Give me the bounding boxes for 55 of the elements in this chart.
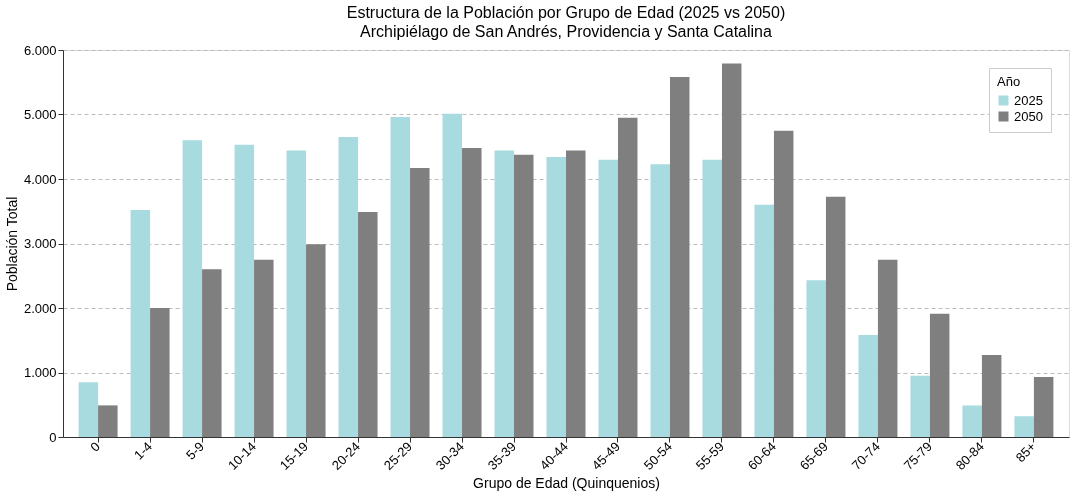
bar [410,168,430,437]
bar [130,209,151,437]
x-axis-title: Grupo de Edad (Quinquenios) [473,474,660,491]
bar [254,259,274,437]
y-tick-label: 1.000 [23,365,57,380]
bar [494,150,515,437]
bar [721,63,742,437]
bar [78,382,99,437]
bar [462,148,482,437]
bar [825,196,846,437]
bar [306,244,326,437]
bar [1014,416,1034,437]
bar [202,269,222,437]
x-tick-label: 5-9 [183,438,208,463]
y-tick-label: 5.000 [23,107,57,122]
bar [546,157,566,437]
bar [858,335,878,437]
bar [773,130,794,437]
bar [150,308,170,437]
chart-title: Estructura de la Población por Grupo de Edad (2025 vs 2050) [346,4,786,21]
bar [234,144,255,437]
bar [1033,377,1054,437]
bar [910,375,930,437]
bar [566,150,586,437]
bar [650,164,670,437]
bar [358,211,378,437]
bar [390,117,411,437]
x-tick-label: 0 [87,438,104,455]
legend-label: 2050 [1014,108,1043,124]
chart-subtitle: Archipiélago de San Andrés, Providencia y Santa Catalina [360,23,773,40]
bar [514,154,534,437]
bar [929,313,950,437]
bar [669,77,690,437]
bar [806,280,826,437]
bar [98,405,118,437]
legend-title: Año [997,74,1021,89]
bar [617,117,638,437]
y-tick-label: 3.000 [23,236,57,251]
y-tick-label: 2.000 [23,300,57,316]
bar [754,204,774,437]
bar [442,113,463,437]
legend-label: 2025 [1014,92,1043,108]
x-tick-label: 1-4 [131,438,156,463]
bar [702,159,722,437]
bar [962,405,982,437]
bar [877,259,898,437]
bar [598,159,618,437]
x-tick-label: 85+ [1012,438,1039,466]
bar [286,150,307,437]
bar [338,137,359,437]
y-axis-title: Población Total [3,196,20,292]
y-tick-label: 6.000 [23,42,57,58]
y-tick-label: 4.000 [23,171,57,187]
bar [981,355,1002,437]
bar [182,140,203,437]
